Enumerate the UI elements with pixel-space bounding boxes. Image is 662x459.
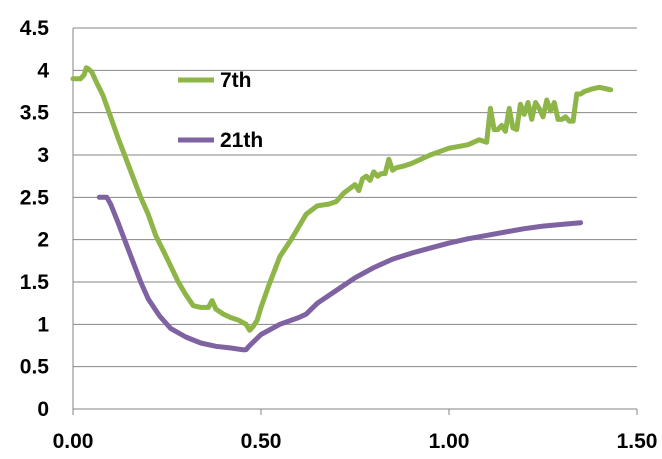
y-tick-label: 2.5 [20, 186, 50, 209]
y-tick-label: 4 [37, 59, 49, 82]
axes [72, 28, 638, 415]
series-lines [70, 65, 614, 353]
series-line-7th [70, 65, 614, 333]
y-tick-label: 0 [37, 398, 49, 421]
legend-item-7th: 7th [178, 69, 252, 92]
legend-label: 7th [220, 69, 252, 92]
y-tick-label: 0.5 [20, 356, 50, 379]
y-tick-label: 1.5 [20, 271, 50, 294]
x-tick-label: 0.00 [53, 430, 94, 453]
y-tick-label: 2 [37, 229, 49, 252]
y-tick-label: 3.5 [20, 102, 50, 125]
legend-label: 21th [220, 129, 263, 152]
series-line-21th [96, 194, 584, 353]
legend: 7th 21th [178, 69, 263, 152]
x-tick-labels: 0.00 0.50 1.00 1.50 [53, 430, 658, 453]
y-tick-label: 1 [37, 313, 49, 336]
y-tick-label: 4.5 [20, 17, 50, 40]
legend-item-21th: 21th [178, 129, 263, 152]
x-tick-label: 0.50 [241, 430, 282, 453]
x-tick-label: 1.50 [617, 430, 658, 453]
y-tick-label: 3 [37, 144, 49, 167]
x-tick-label: 1.00 [429, 430, 470, 453]
y-tick-labels: 0 0.5 1 1.5 2 2.5 3 3.5 4 4.5 [20, 17, 50, 421]
